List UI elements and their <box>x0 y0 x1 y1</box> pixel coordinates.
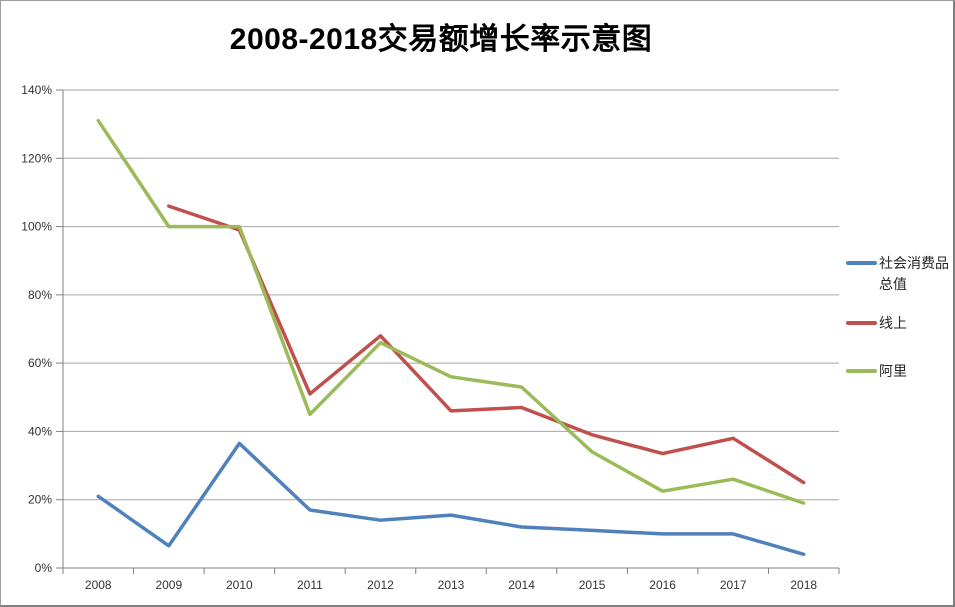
legend-item-online: 线上 <box>846 313 952 334</box>
x-axis-label: 2009 <box>155 578 182 592</box>
x-axis-label: 2017 <box>720 578 747 592</box>
x-axis-label: 2012 <box>367 578 394 592</box>
x-axis-label: 2008 <box>85 578 112 592</box>
y-axis-label: 80% <box>28 288 52 302</box>
legend-swatch-red-line-icon <box>846 321 877 325</box>
series-line-社会消费品总值 <box>96 441 806 557</box>
y-axis-label: 40% <box>28 424 52 438</box>
x-axis-label: 2016 <box>649 578 676 592</box>
y-axis-label: 0% <box>35 561 53 575</box>
y-axis-label: 140% <box>21 83 52 97</box>
legend-swatch-green-line-icon <box>846 369 877 373</box>
legend-label: 社会消费品总值 <box>879 255 949 292</box>
chart-title: 2008-2018交易额增长率示意图 <box>229 23 653 56</box>
y-axis-label: 20% <box>28 493 52 507</box>
series-line-线上 <box>167 204 806 485</box>
legend-label: 阿里 <box>879 363 907 379</box>
y-axis-label: 60% <box>28 356 52 370</box>
legend-label: 线上 <box>879 315 907 331</box>
x-axis-label: 2014 <box>508 578 535 592</box>
y-axis-label: 120% <box>21 151 52 165</box>
x-axis-label: 2013 <box>438 578 465 592</box>
legend: 社会消费品总值 线上 阿里 <box>846 253 952 382</box>
legend-item-consumer-goods: 社会消费品总值 <box>846 253 952 295</box>
x-axis-label: 2010 <box>226 578 253 592</box>
legend-item-alibaba: 阿里 <box>846 361 952 382</box>
x-axis-label: 2011 <box>297 578 323 592</box>
x-axis-label: 2018 <box>790 578 817 592</box>
legend-swatch-blue-line-icon <box>846 261 877 265</box>
y-axis-label: 100% <box>21 220 52 234</box>
x-axis-label: 2015 <box>579 578 606 592</box>
series-line-阿里 <box>96 118 806 505</box>
